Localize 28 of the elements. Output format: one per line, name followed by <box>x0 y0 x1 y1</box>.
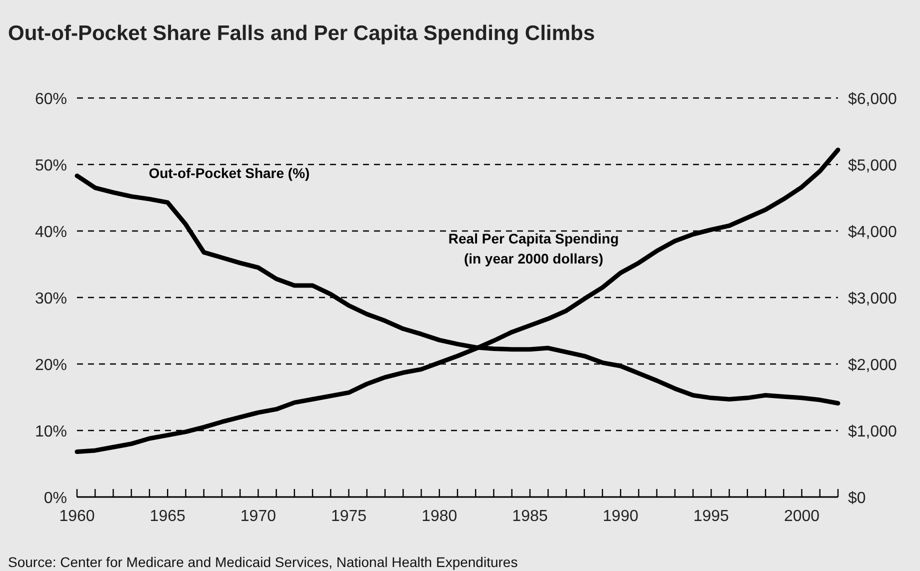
y-tick-label: 60% <box>34 91 67 108</box>
y-tick-label: 20% <box>34 357 67 374</box>
chart-title: Out-of-Pocket Share Falls and Per Capita Spending Climbs <box>8 22 595 45</box>
y2-tick-label: $3,000 <box>848 290 898 308</box>
x-tick-label: 1975 <box>330 508 367 525</box>
x-tick-label: 1995 <box>693 508 730 525</box>
x-tick-label: 1985 <box>512 508 548 525</box>
y-tick-label: 40% <box>34 224 67 241</box>
y-tick-label: 30% <box>34 290 67 308</box>
y2-tick-label: $2,000 <box>848 357 898 374</box>
y-tick-label: 0% <box>44 490 67 507</box>
line-series <box>74 148 840 454</box>
y-tick-label: 10% <box>34 424 67 440</box>
y2-tick-label: $5,000 <box>848 158 898 174</box>
y2-tick-label: $6,000 <box>848 91 898 108</box>
y-tick-label: 50% <box>34 158 67 174</box>
series-label: Real Per Capita Spending (in year 2000 dollars) <box>448 230 619 267</box>
y2-tick-label: $1,000 <box>848 424 898 440</box>
x-tick-label: 1965 <box>150 508 186 525</box>
x-tick-label: 2000 <box>784 508 820 525</box>
y2-tick-label: $4,000 <box>848 224 898 241</box>
x-tick-label: 1970 <box>240 508 276 525</box>
x-tick-label: 1980 <box>422 508 458 525</box>
source-note: Source: Center for Medicare and Medicaid Services, National Health Expenditures <box>8 554 518 570</box>
series-label: Out-of-Pocket Share (%) <box>148 164 310 181</box>
y2-tick-label: $0 <box>848 490 866 507</box>
x-tick-label: 1990 <box>602 508 638 525</box>
x-tick-label: 1960 <box>59 508 95 525</box>
